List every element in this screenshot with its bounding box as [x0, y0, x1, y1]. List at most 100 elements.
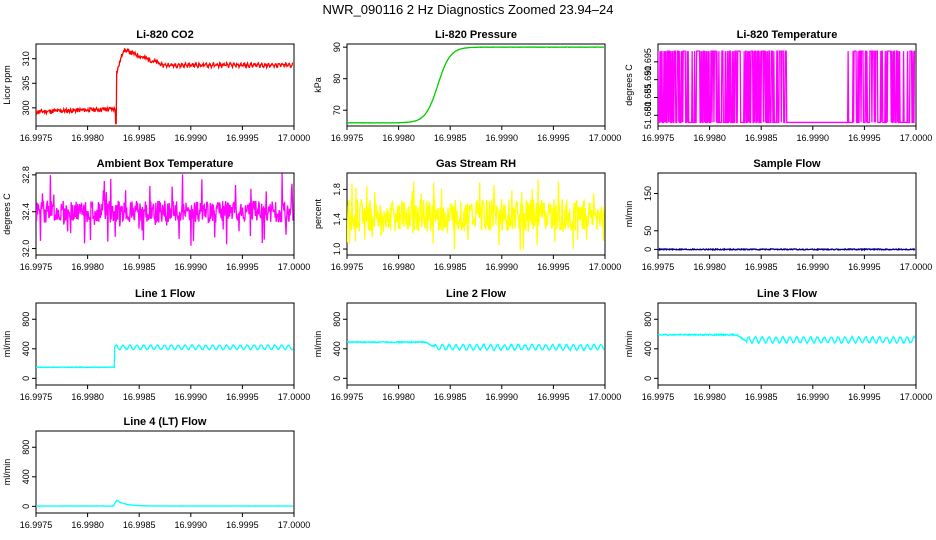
x-tick-label: 16.9975 — [20, 133, 53, 143]
y-axis-label: ml/min — [624, 201, 634, 228]
plot-frame — [657, 172, 917, 256]
x-tick-label: 16.9990 — [797, 392, 830, 402]
x-tick-label: 16.9995 — [226, 262, 259, 272]
chart-panel: Line 2 Flow 16.9975 16.9980 16.9985 16.9990 1… — [313, 288, 621, 402]
x-tick-label: 16.9985 — [434, 133, 467, 143]
chart-panel: Line 1 Flow 16.9975 16.9980 16.9985 16.9990 1… — [2, 288, 310, 402]
series-line — [36, 499, 294, 507]
x-tick-label: 16.9995 — [537, 392, 570, 402]
y-tick-label: 800 — [21, 440, 31, 455]
x-tick-label: 17.0000 — [589, 392, 622, 402]
series-line — [347, 46, 605, 124]
chart-title: Gas Stream RH — [436, 158, 516, 170]
x-tick-label: 16.9990 — [486, 133, 519, 143]
chart-title: Ambient Box Temperature — [97, 158, 234, 170]
chart-title: Line 1 Flow — [135, 288, 195, 300]
x-tick-label: 16.9990 — [175, 262, 208, 272]
x-tick-label: 17.0000 — [589, 262, 622, 272]
y-tick-label: 400 — [21, 469, 31, 484]
x-tick-label: 16.9995 — [537, 133, 570, 143]
x-tick-label: 16.9995 — [848, 133, 881, 143]
x-tick-label: 16.9980 — [71, 133, 104, 143]
chart-panel: Ambient Box Temperature 16.9975 16.9980 16.… — [2, 158, 310, 272]
x-tick-label: 16.9975 — [331, 262, 364, 272]
y-tick-label: 0 — [643, 247, 653, 252]
chart-panel: Li-820 Pressure 16.9975 16.9980 16.9985 16.9… — [313, 29, 621, 143]
x-tick-label: 16.9980 — [693, 133, 726, 143]
y-tick-label: 0 — [332, 376, 342, 381]
series-line — [347, 179, 605, 251]
y-tick-label: 90 — [332, 42, 342, 52]
series-line — [347, 340, 605, 352]
y-tick-label: 0 — [643, 376, 653, 381]
x-tick-label: 16.9985 — [745, 133, 778, 143]
y-tick-label: 0 — [21, 376, 31, 381]
x-tick-label: 16.9990 — [486, 392, 519, 402]
x-tick-label: 16.9995 — [226, 392, 259, 402]
chart-panel: Line 4 (LT) Flow 16.9975 16.9980 16.9985 16.… — [2, 416, 310, 530]
y-tick-label: 800 — [643, 312, 653, 327]
y-tick-label: 0 — [21, 504, 31, 509]
y-axis-label: kPa — [313, 77, 323, 93]
chart-panel: Li-820 CO2 16.9975 16.9980 16.9985 16.9990 16… — [2, 29, 310, 143]
chart-title: Li-820 CO2 — [136, 29, 193, 41]
x-tick-label: 16.9980 — [71, 392, 104, 402]
x-tick-label: 16.9980 — [382, 392, 415, 402]
y-axis-label: degrees C — [624, 64, 634, 106]
chart-title: Sample Flow — [753, 158, 821, 170]
y-tick-label: 80 — [332, 74, 342, 84]
x-tick-label: 16.9975 — [20, 520, 53, 530]
x-tick-label: 16.9980 — [382, 262, 415, 272]
series-line — [36, 173, 294, 246]
x-tick-label: 16.9975 — [642, 392, 675, 402]
y-tick-label: 32.0 — [21, 240, 31, 258]
x-tick-label: 16.9980 — [71, 262, 104, 272]
chart-panel: Sample Flow 16.9975 16.9980 16.9985 16.9990 1… — [624, 158, 932, 272]
chart-title: Li-820 Temperature — [737, 29, 838, 41]
x-tick-label: 16.9985 — [123, 133, 156, 143]
y-tick-label: 70 — [332, 105, 342, 115]
x-tick-label: 16.9980 — [693, 392, 726, 402]
y-axis-label: ml/min — [624, 331, 634, 358]
x-tick-label: 16.9990 — [175, 392, 208, 402]
y-tick-label: 400 — [332, 341, 342, 356]
x-tick-label: 16.9975 — [642, 133, 675, 143]
plot-frame — [346, 172, 606, 256]
x-tick-label: 16.9975 — [331, 392, 364, 402]
y-tick-label: 51.690 — [643, 66, 653, 94]
chart-title: Line 2 Flow — [446, 288, 506, 300]
x-tick-label: 16.9975 — [642, 262, 675, 272]
x-tick-label: 16.9980 — [382, 133, 415, 143]
x-tick-label: 16.9990 — [797, 133, 830, 143]
y-tick-label: 800 — [332, 312, 342, 327]
x-tick-label: 16.9975 — [20, 262, 53, 272]
y-tick-label: 300 — [21, 100, 31, 115]
x-tick-label: 16.9985 — [745, 392, 778, 402]
chart-panel: Line 3 Flow 16.9975 16.9980 16.9985 16.9990 1… — [624, 288, 932, 402]
chart-panel: Li-820 Temperature 16.9975 16.9980 16.9985 1… — [624, 29, 932, 143]
series-line — [658, 247, 916, 252]
x-tick-label: 16.9975 — [331, 133, 364, 143]
x-tick-label: 17.0000 — [900, 262, 933, 272]
y-axis-label: ml/min — [313, 331, 323, 358]
x-tick-label: 17.0000 — [278, 520, 311, 530]
chart-panel: Gas Stream RH 16.9975 16.9980 16.9985 16.999… — [313, 158, 621, 272]
y-tick-label: 32.8 — [21, 166, 31, 184]
series-line — [658, 332, 916, 345]
x-tick-label: 17.0000 — [278, 133, 311, 143]
plot-frame — [657, 302, 917, 386]
x-tick-label: 16.9985 — [745, 262, 778, 272]
y-tick-label: 51.695 — [643, 48, 653, 76]
y-tick-label: 400 — [643, 341, 653, 356]
x-tick-label: 17.0000 — [278, 392, 311, 402]
x-tick-label: 17.0000 — [278, 262, 311, 272]
x-tick-label: 16.9995 — [226, 520, 259, 530]
x-tick-label: 17.0000 — [589, 133, 622, 143]
x-tick-label: 16.9990 — [175, 133, 208, 143]
chart-title: Line 4 (LT) Flow — [124, 416, 207, 428]
y-tick-label: 32.4 — [21, 203, 31, 221]
plot-frame — [35, 302, 295, 386]
plot-frame — [35, 43, 295, 127]
